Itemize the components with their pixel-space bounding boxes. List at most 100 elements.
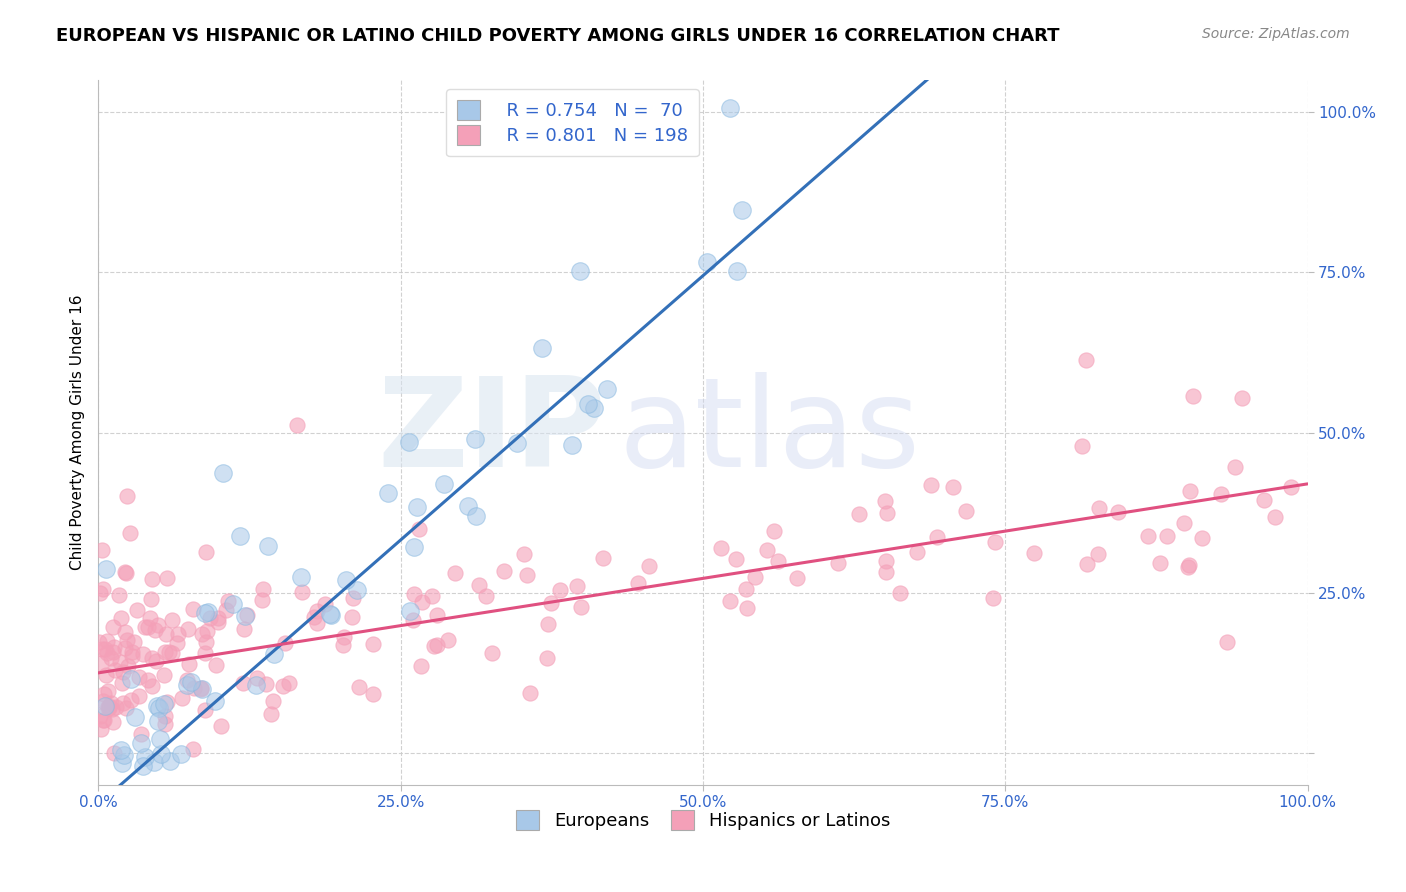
Point [194,703,217,717]
Point [180,675,202,690]
Point [232,676,254,690]
Point [103,746,125,760]
Point [464,508,486,523]
Point [121,649,143,664]
Point [134,749,156,764]
Y-axis label: Child Poverty Among Girls Under 16: Child Poverty Among Girls Under 16 [69,295,84,570]
Point [132,758,155,772]
Point [148,701,170,715]
Point [165,789,187,803]
Point [565,578,588,592]
Point [100,696,122,710]
Point [141,650,163,665]
Point [347,680,370,694]
Point [827,556,849,570]
Point [540,596,562,610]
Point [111,756,134,770]
Point [531,342,554,356]
Point [160,646,183,660]
Text: ZIP: ZIP [378,372,606,493]
Point [246,671,269,685]
Point [159,754,181,768]
Point [245,677,267,691]
Point [273,679,295,693]
Point [1076,558,1098,572]
Point [143,623,166,637]
Point [710,541,733,556]
Point [129,736,152,750]
Point [260,706,283,721]
Point [735,601,758,615]
Point [1178,558,1201,573]
Point [114,624,136,639]
Point [131,802,153,816]
Point [1087,547,1109,561]
Point [155,814,177,829]
Point [112,748,135,763]
Point [519,686,541,700]
Point [1177,560,1199,574]
Point [875,566,897,580]
Point [215,603,238,617]
Point [143,755,166,769]
Point [494,564,516,578]
Point [103,640,125,655]
Point [981,591,1004,605]
Point [139,611,162,625]
Point [927,530,949,544]
Point [377,486,399,500]
Point [955,504,977,518]
Point [122,634,145,648]
Point [1156,529,1178,543]
Point [332,638,354,652]
Point [1071,439,1094,453]
Point [108,655,131,669]
Point [136,620,159,634]
Point [1279,480,1302,494]
Point [340,610,363,624]
Point [169,747,191,762]
Point [139,592,162,607]
Point [252,582,274,596]
Point [136,673,159,687]
Point [1022,546,1045,560]
Point [592,551,614,566]
Point [1136,529,1159,543]
Point [152,667,174,681]
Point [117,659,139,673]
Point [115,489,138,503]
Point [181,602,204,616]
Point [156,571,179,585]
Point [278,676,301,690]
Point [153,709,176,723]
Point [177,657,200,671]
Point [108,588,131,602]
Point [145,654,167,668]
Point [1149,556,1171,570]
Point [1264,509,1286,524]
Point [1178,484,1201,499]
Point [596,382,619,396]
Point [97,700,120,714]
Point [103,714,125,729]
Point [167,626,190,640]
Point [94,699,117,714]
Point [194,606,217,620]
Point [128,670,150,684]
Point [98,700,121,714]
Point [112,696,135,710]
Point [513,547,536,561]
Point [207,610,229,624]
Point [118,800,141,814]
Point [468,578,491,592]
Point [536,651,558,665]
Point [506,436,529,450]
Point [162,789,184,803]
Point [361,637,384,651]
Point [96,634,118,648]
Text: atlas: atlas [619,372,921,493]
Point [302,610,325,624]
Point [786,571,808,585]
Point [731,202,754,217]
Point [718,101,741,115]
